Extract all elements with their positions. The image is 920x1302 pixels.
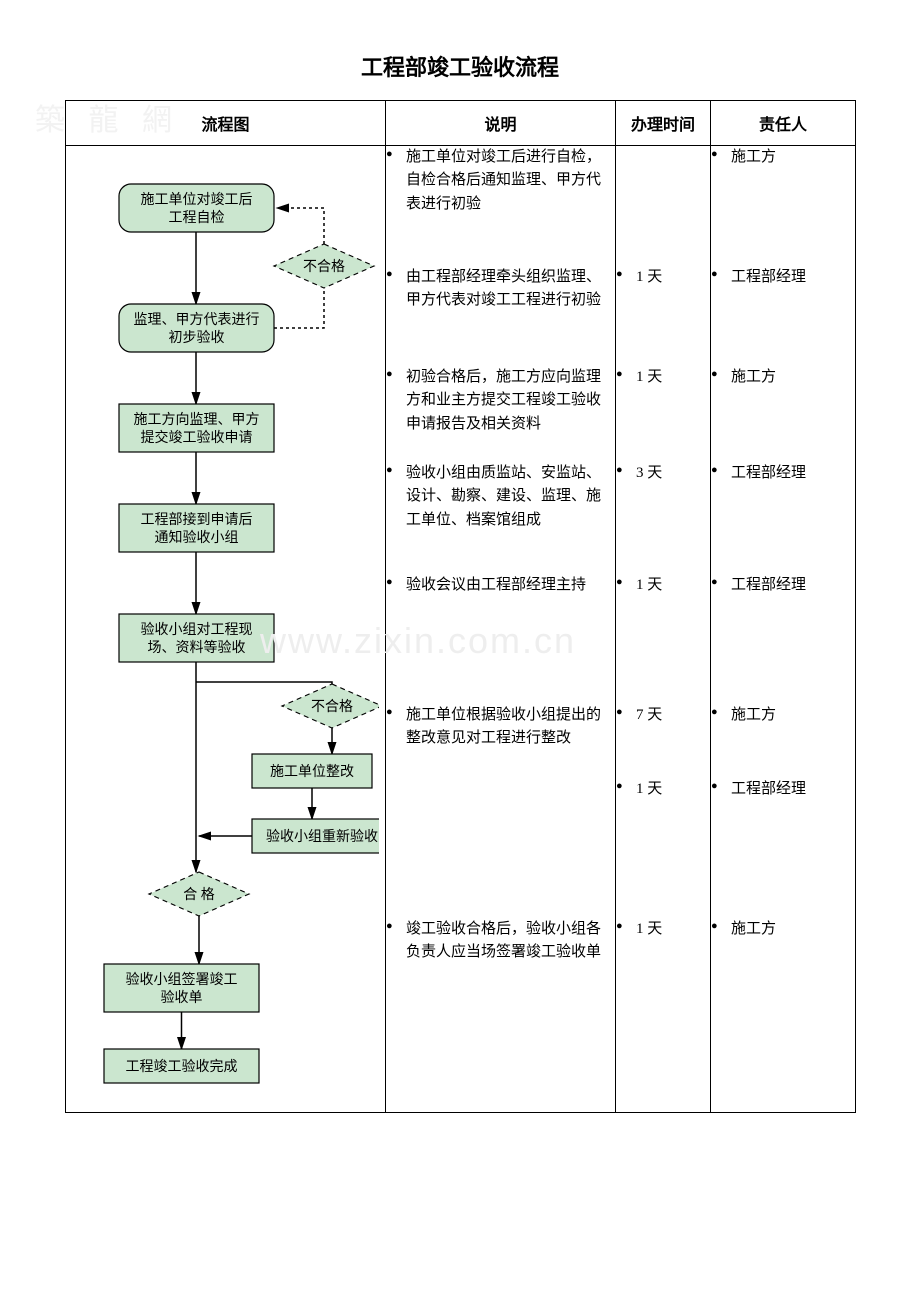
- flow-node-label: 验收小组签署竣工: [126, 971, 238, 988]
- time-text: 1 天: [616, 778, 710, 801]
- flow-node-label: 通知验收小组: [155, 529, 239, 546]
- resp-text: 施工方: [711, 704, 855, 727]
- flow-node-label: 提交竣工验收申请: [141, 429, 253, 446]
- flow-node-d3: 合 格: [149, 872, 249, 916]
- resp-row: 工程部经理: [711, 266, 855, 366]
- desc-text: 初验合格后，施工方应向监理方和业主方提交工程竣工验收申请报告及相关资料: [386, 366, 615, 436]
- desc-row: 施工单位对竣工后进行自检，自检合格后通知监理、甲方代表进行初验: [386, 146, 615, 266]
- flow-node-n3: 施工方向监理、甲方提交竣工验收申请: [119, 404, 274, 452]
- flow-node-label: 监理、甲方代表进行: [134, 312, 260, 328]
- desc-row: 竣工验收合格后，验收小组各负责人应当场签署竣工验收单: [386, 918, 615, 1098]
- flow-node-label: 不合格: [311, 699, 353, 715]
- flow-node-n4: 工程部接到申请后通知验收小组: [119, 504, 274, 552]
- resp-text: 工程部经理: [711, 574, 855, 597]
- flow-node-label: 不合格: [303, 259, 345, 275]
- desc-text: 由工程部经理牵头组织监理、甲方代表对竣工工程进行初验: [386, 266, 615, 313]
- flow-node-label: 初步验收: [169, 329, 225, 346]
- flow-node-label: 施工单位对竣工后: [141, 192, 253, 208]
- header-row: 流程图 说明 办理时间 责任人: [66, 101, 856, 146]
- time-row: 1 天: [616, 266, 710, 366]
- flow-node-label: 工程自检: [169, 210, 225, 226]
- flow-node-label: 验收单: [161, 990, 203, 1006]
- flow-node-label: 工程部接到申请后: [141, 511, 253, 528]
- desc-cell: 施工单位对竣工后进行自检，自检合格后通知监理、甲方代表进行初验由工程部经理牵头组…: [386, 146, 616, 1113]
- resp-row: 工程部经理: [711, 778, 855, 918]
- main-table: 流程图 说明 办理时间 责任人 施工单位对竣工后工程自检监理、甲方代表进行初步验…: [65, 100, 856, 1113]
- resp-text: 施工方: [711, 366, 855, 389]
- time-text: 1 天: [616, 918, 710, 941]
- flow-node-label: 验收小组重新验收: [266, 829, 378, 845]
- time-text: 1 天: [616, 574, 710, 597]
- header-flow: 流程图: [66, 101, 386, 146]
- flow-edge: [274, 288, 324, 328]
- desc-row: [386, 778, 615, 918]
- flow-node-label: 施工单位整改: [270, 764, 354, 780]
- flow-node-d1: 不合格: [274, 244, 374, 288]
- flowchart-svg: 施工单位对竣工后工程自检监理、甲方代表进行初步验收不合格施工方向监理、甲方提交竣…: [74, 154, 379, 1104]
- desc-row: 验收小组由质监站、安监站、设计、勘察、建设、监理、施工单位、档案馆组成: [386, 462, 615, 574]
- time-text: 7 天: [616, 704, 710, 727]
- desc-text: 竣工验收合格后，验收小组各负责人应当场签署竣工验收单: [386, 918, 615, 965]
- time-text: 1 天: [616, 366, 710, 389]
- flow-edge: [277, 208, 324, 244]
- flow-node-n9: 工程竣工验收完成: [104, 1049, 259, 1083]
- desc-text: 验收小组由质监站、安监站、设计、勘察、建设、监理、施工单位、档案馆组成: [386, 462, 615, 532]
- flow-node-n2: 监理、甲方代表进行初步验收: [119, 304, 274, 352]
- resp-row: 施工方: [711, 146, 855, 266]
- flow-node-n7: 验收小组重新验收: [252, 819, 379, 853]
- time-row: 7 天: [616, 704, 710, 778]
- time-row: 1 天: [616, 778, 710, 918]
- desc-row: 施工单位根据验收小组提出的整改意见对工程进行整改: [386, 704, 615, 778]
- resp-text: 工程部经理: [711, 462, 855, 485]
- desc-row: 初验合格后，施工方应向监理方和业主方提交工程竣工验收申请报告及相关资料: [386, 366, 615, 462]
- time-row: 1 天: [616, 366, 710, 462]
- flow-node-n1: 施工单位对竣工后工程自检: [119, 184, 274, 232]
- page-title: 工程部竣工验收流程: [65, 50, 855, 82]
- resp-text: 工程部经理: [711, 778, 855, 801]
- header-time: 办理时间: [616, 101, 711, 146]
- time-cell: 1 天 1 天 3 天 1 天 7 天 1 天 1 天: [616, 146, 711, 1113]
- desc-text: 施工单位根据验收小组提出的整改意见对工程进行整改: [386, 704, 615, 751]
- flow-node-d2: 不合格: [282, 684, 379, 728]
- time-row: 1 天: [616, 574, 710, 704]
- time-text: 1 天: [616, 266, 710, 289]
- desc-text: 施工单位对竣工后进行自检，自检合格后通知监理、甲方代表进行初验: [386, 146, 615, 216]
- desc-row: 由工程部经理牵头组织监理、甲方代表对竣工工程进行初验: [386, 266, 615, 366]
- flow-node-n5: 验收小组对工程现场、资料等验收: [119, 614, 274, 662]
- resp-row: 施工方: [711, 918, 855, 1098]
- time-row: 1 天: [616, 918, 710, 1098]
- resp-row: 施工方: [711, 366, 855, 462]
- flow-node-n8: 验收小组签署竣工验收单: [104, 964, 259, 1012]
- flowchart-cell: 施工单位对竣工后工程自检监理、甲方代表进行初步验收不合格施工方向监理、甲方提交竣…: [66, 146, 386, 1113]
- header-resp: 责任人: [711, 101, 856, 146]
- flow-node-label: 施工方向监理、甲方: [134, 412, 260, 428]
- flow-node-label: 工程竣工验收完成: [126, 1059, 238, 1075]
- flow-edge: [196, 682, 332, 684]
- resp-text: 工程部经理: [711, 266, 855, 289]
- resp-text: 施工方: [711, 918, 855, 941]
- flow-node-label: 合 格: [183, 887, 215, 903]
- flow-node-n6: 施工单位整改: [252, 754, 372, 788]
- desc-row: 验收会议由工程部经理主持: [386, 574, 615, 704]
- resp-row: 施工方: [711, 704, 855, 778]
- header-desc: 说明: [386, 101, 616, 146]
- time-text: 3 天: [616, 462, 710, 485]
- desc-text: 验收会议由工程部经理主持: [386, 574, 615, 597]
- flow-node-label: 验收小组对工程现: [141, 622, 253, 638]
- time-row: 3 天: [616, 462, 710, 574]
- resp-row: 工程部经理: [711, 462, 855, 574]
- flow-node-label: 场、资料等验收: [148, 639, 246, 656]
- resp-text: 施工方: [711, 146, 855, 169]
- time-row: [616, 146, 710, 266]
- resp-cell: 施工方工程部经理施工方工程部经理工程部经理施工方工程部经理施工方: [711, 146, 856, 1113]
- resp-row: 工程部经理: [711, 574, 855, 704]
